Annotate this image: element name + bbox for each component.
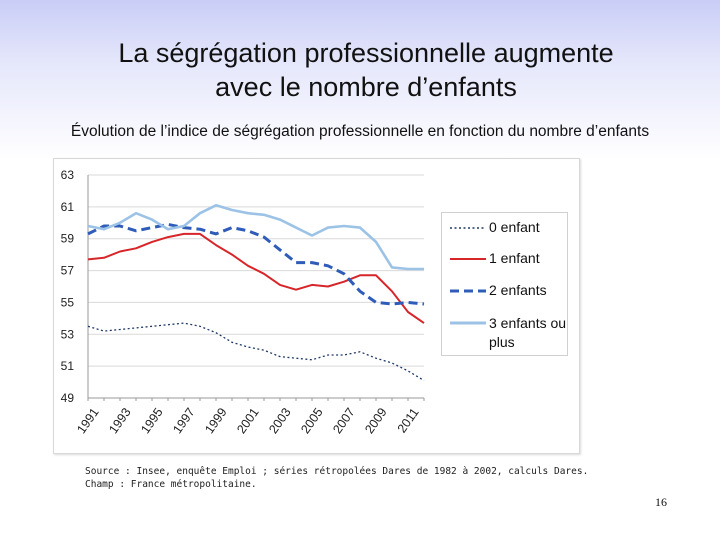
x-tick-label: 2011 <box>395 405 422 435</box>
x-tick-label: 1995 <box>138 405 165 436</box>
x-tick-label: 1991 <box>74 405 101 436</box>
legend-swatch-1-enfant <box>450 258 486 260</box>
series-line-0-enfant <box>87 322 425 382</box>
y-tick-label: 63 <box>61 168 75 182</box>
y-tick-label: 57 <box>61 264 75 278</box>
slide-title-line-2: avec le nombre d’enfants <box>215 72 517 102</box>
slide-title-line-1: La ségrégation professionnelle augmente <box>118 38 614 68</box>
champ-note: Champ : France métropolitaine. <box>85 479 257 490</box>
y-tick-label: 59 <box>61 232 75 246</box>
y-tick-label: 53 <box>61 327 75 341</box>
page-number: 16 <box>655 495 667 509</box>
series-line-1-enfant <box>87 232 425 324</box>
chart-legend: 0 enfant 1 enfant 2 enfants 3 enfants ou… <box>441 212 568 356</box>
x-tick-label: 2005 <box>298 405 325 436</box>
chart-subtitle: Évolution de l’indice de ségrégation pro… <box>70 123 650 140</box>
legend-label-0-enfant: 0 enfant <box>489 219 540 235</box>
x-tick-label: 2003 <box>266 405 293 436</box>
x-tick-label: 1993 <box>106 405 133 436</box>
legend-label-3-enfants: 3 enfants ou plus <box>489 315 567 350</box>
legend-swatch-0-enfant <box>450 227 486 229</box>
x-tick-label: 2009 <box>362 405 389 436</box>
y-tick-label: 49 <box>61 391 75 405</box>
slide-title: La ségrégation professionnelle augmente … <box>40 36 692 104</box>
legend-swatch-2-enfants <box>450 289 486 293</box>
x-tick-label: 2007 <box>330 405 357 436</box>
chart-frame: 63 61 59 57 55 53 51 49 1991 1993 1995 1997 1999 2001… <box>53 158 580 454</box>
legend-label-1-enfant: 1 enfant <box>489 250 540 266</box>
legend-swatch-3-enfants <box>450 321 486 325</box>
x-tick-label: 2001 <box>234 405 261 436</box>
x-tick-label: 1999 <box>202 405 229 436</box>
x-tick-label: 1997 <box>170 405 197 436</box>
y-tick-label: 51 <box>61 359 75 373</box>
source-note: Source : Insee, enquête Emploi ; séries … <box>85 466 589 477</box>
y-tick-label: 61 <box>61 200 75 214</box>
series-line-2-enfants <box>87 222 425 306</box>
y-tick-label: 55 <box>61 295 75 309</box>
legend-label-2-enfants: 2 enfants <box>489 282 547 298</box>
series-line-3-enfants-ou-plus <box>87 203 424 271</box>
